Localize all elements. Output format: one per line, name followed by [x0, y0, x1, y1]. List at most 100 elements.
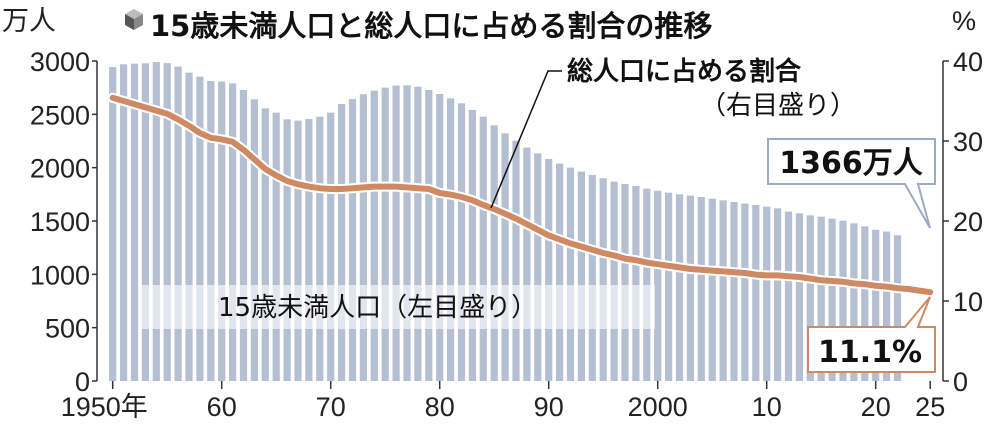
- bar-1971: [338, 103, 346, 381]
- bar-series-label: 15歳未満人口（左目盛り）: [218, 293, 537, 323]
- bar-1997: [621, 183, 629, 381]
- bar-1959: [207, 80, 215, 382]
- bar-1979: [425, 90, 433, 381]
- line-series-sublabel: （右目盛り）: [700, 91, 856, 121]
- bar-1952: [130, 63, 139, 382]
- right-tick-label: 40: [953, 47, 983, 77]
- label-band: [140, 285, 655, 329]
- right-tick-label: 30: [953, 127, 983, 157]
- bar-1983: [468, 109, 476, 382]
- bar-2021: [883, 231, 891, 381]
- bar-2020: [872, 229, 880, 381]
- ticks-group: 0 500 1000 1500 2000 2500 3000 0 10 20 30 40 1950年 60…: [30, 47, 983, 422]
- bar-1965: [272, 112, 280, 382]
- bar-2010: [763, 206, 771, 381]
- left-tick-label: 1500: [30, 207, 90, 237]
- bar-1987: [512, 140, 520, 381]
- bar-1968: [305, 119, 313, 381]
- bar-2007: [730, 202, 738, 381]
- x-tick-label: 60: [207, 392, 237, 422]
- bar-1957: [185, 72, 193, 382]
- line-callout-text: 11.1%: [818, 335, 922, 370]
- x-tick-label: 70: [316, 392, 346, 422]
- bar-1973: [359, 94, 367, 381]
- x-tick-label: 20: [861, 392, 891, 422]
- left-tick-label: 1000: [30, 260, 90, 290]
- bar-2003: [686, 195, 694, 381]
- bar-1981: [447, 98, 455, 381]
- bar-1999: [643, 188, 651, 381]
- bar-2005: [708, 198, 716, 381]
- bar-2016: [828, 218, 836, 381]
- bar-1982: [457, 103, 466, 381]
- bar-2022: [893, 235, 902, 381]
- x-tick-label: 10: [752, 392, 782, 422]
- bar-2013: [795, 213, 803, 381]
- bar-2009: [752, 205, 760, 381]
- bar-1986: [501, 133, 509, 381]
- x-tick-label: 2000: [628, 392, 688, 422]
- left-tick-label: 0: [75, 367, 90, 397]
- right-tick-label: 10: [953, 287, 983, 317]
- line-series-label: 総人口に占める割合: [567, 56, 802, 87]
- bar-1969: [316, 116, 324, 382]
- left-axis-unit: 万人: [2, 6, 56, 36]
- bar-1978: [414, 86, 422, 381]
- bar-1974: [370, 90, 378, 382]
- bar-1970: [327, 112, 335, 382]
- left-tick-label: 2500: [30, 100, 90, 130]
- bar-1976: [392, 85, 400, 381]
- x-tick-label: 80: [425, 392, 455, 422]
- bar-1989: [534, 153, 542, 381]
- bar-1972: [348, 98, 357, 382]
- bar-1988: [523, 147, 531, 381]
- bar-1975: [381, 87, 389, 382]
- title-text: 15歳未満人口と総人口に占める割合の推移: [150, 9, 712, 43]
- bar-2006: [719, 200, 727, 381]
- bar-1954: [152, 61, 160, 382]
- bar-1984: [479, 116, 487, 382]
- bar-2000: [654, 190, 662, 381]
- bar-1967: [294, 120, 302, 382]
- bar-callout-text: 1366万人: [779, 146, 923, 181]
- bar-2018: [850, 223, 858, 381]
- bar-1994: [588, 175, 596, 381]
- bar-2015: [817, 216, 825, 381]
- bar-1950: [109, 67, 117, 381]
- bar-1955: [163, 63, 171, 382]
- bars-group: [109, 61, 902, 382]
- bar-1995: [599, 178, 607, 381]
- bar-1956: [174, 66, 182, 382]
- bar-1966: [283, 119, 291, 381]
- x-tick-label: 1950年: [61, 392, 148, 422]
- bar-2002: [675, 194, 684, 381]
- bar-1953: [141, 63, 149, 381]
- bar-2017: [839, 220, 847, 381]
- right-tick-label: 20: [953, 207, 983, 237]
- bar-1998: [632, 186, 640, 381]
- bar-1960: [218, 81, 226, 381]
- bar-2001: [665, 192, 673, 381]
- line-callout: 11.1%: [807, 296, 936, 373]
- bar-2019: [861, 226, 869, 381]
- left-tick-label: 500: [45, 314, 90, 344]
- bar-2012: [784, 211, 793, 381]
- line-group: [107, 92, 936, 298]
- bar-1992: [566, 167, 575, 381]
- bar-2011: [774, 208, 782, 381]
- left-tick-label: 3000: [30, 47, 90, 77]
- bar-2004: [697, 197, 705, 381]
- bar-1991: [556, 163, 564, 381]
- ratio-line: [109, 94, 934, 296]
- bar-1963: [250, 99, 258, 381]
- left-tick-label: 2000: [30, 154, 90, 184]
- bar-1990: [545, 159, 553, 381]
- right-tick-label: 0: [953, 367, 968, 397]
- bar-1962: [239, 90, 248, 381]
- bar-2008: [741, 203, 749, 381]
- x-tick-label: 90: [534, 392, 564, 422]
- bar-1996: [610, 181, 618, 381]
- bar-1985: [490, 125, 498, 381]
- x-tick-label: 25: [915, 392, 945, 422]
